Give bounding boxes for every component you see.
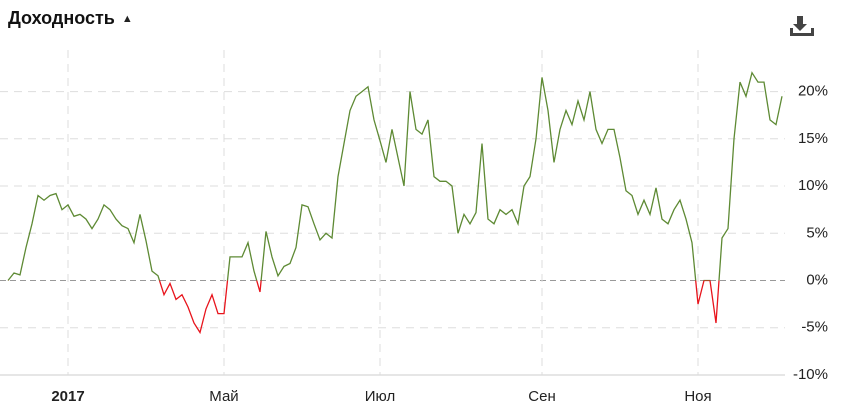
y-tick-label: 15% <box>798 130 828 147</box>
x-tick-label: Ноя <box>684 388 711 405</box>
chart-title: Доходность <box>8 8 115 28</box>
download-icon[interactable] <box>790 16 814 36</box>
y-tick-label: 10% <box>798 177 828 194</box>
y-tick-label: -10% <box>793 366 828 383</box>
sort-indicator[interactable]: ▲ <box>122 13 133 25</box>
x-tick-label: Май <box>209 388 238 405</box>
y-tick-label: 20% <box>798 83 828 100</box>
x-tick-label: Сен <box>528 388 555 405</box>
y-tick-label: -5% <box>801 319 828 336</box>
x-tick-label: Июл <box>365 388 395 405</box>
line-positive <box>7 71 783 281</box>
x-tick-label: 2017 <box>51 388 84 405</box>
y-tick-label: 5% <box>806 224 828 241</box>
y-tick-label: 0% <box>806 271 828 288</box>
line-negative <box>8 280 720 335</box>
